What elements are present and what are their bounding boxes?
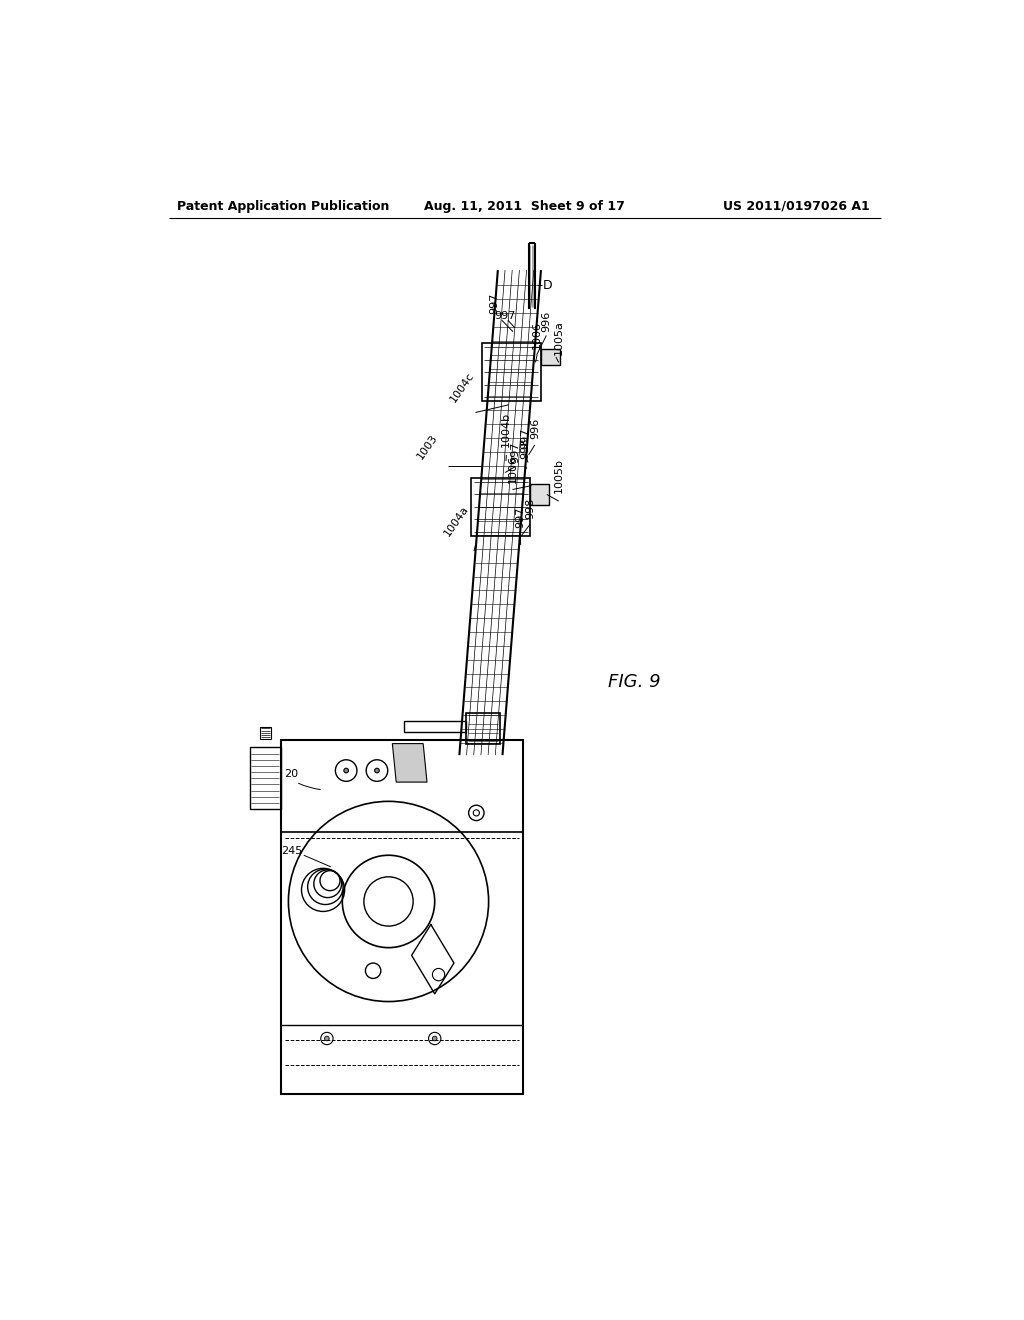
Text: 996: 996 (529, 418, 540, 440)
Circle shape (344, 768, 348, 774)
Bar (403, 721, 466, 733)
Bar (529, 484, 549, 506)
Text: D: D (543, 279, 552, 292)
Bar (281, 739, 523, 1094)
Bar (281, 739, 523, 832)
Text: 997: 997 (511, 441, 520, 462)
Text: 997: 997 (520, 428, 530, 449)
Bar (260, 726, 270, 739)
Text: 1006: 1006 (532, 321, 542, 350)
Circle shape (432, 1036, 437, 1040)
Text: 1004c: 1004c (449, 370, 476, 404)
Text: 1004a: 1004a (442, 504, 470, 539)
Text: FIG. 9: FIG. 9 (608, 673, 660, 690)
Polygon shape (392, 743, 427, 781)
Text: 998: 998 (525, 498, 536, 519)
Text: US 2011/0197026 A1: US 2011/0197026 A1 (723, 199, 869, 213)
Text: 997: 997 (494, 312, 515, 321)
Text: 997: 997 (489, 293, 499, 314)
Text: Aug. 11, 2011  Sheet 9 of 17: Aug. 11, 2011 Sheet 9 of 17 (424, 199, 626, 213)
Bar (250, 747, 281, 809)
Text: 20: 20 (285, 770, 299, 779)
Bar (466, 713, 500, 743)
Circle shape (375, 768, 379, 774)
Text: 996: 996 (542, 310, 551, 331)
Text: 245: 245 (281, 846, 302, 857)
Circle shape (325, 1036, 330, 1040)
Bar (482, 343, 541, 401)
Text: 1004b: 1004b (502, 412, 511, 447)
Text: 997: 997 (515, 507, 525, 528)
Bar (471, 478, 529, 536)
Text: 998: 998 (520, 437, 529, 459)
Bar (541, 350, 560, 364)
Text: 1003: 1003 (415, 433, 439, 462)
Text: 1005a: 1005a (554, 319, 563, 355)
Text: 1005b: 1005b (554, 458, 563, 494)
Text: 1006: 1006 (508, 455, 517, 483)
Text: Patent Application Publication: Patent Application Publication (177, 199, 389, 213)
